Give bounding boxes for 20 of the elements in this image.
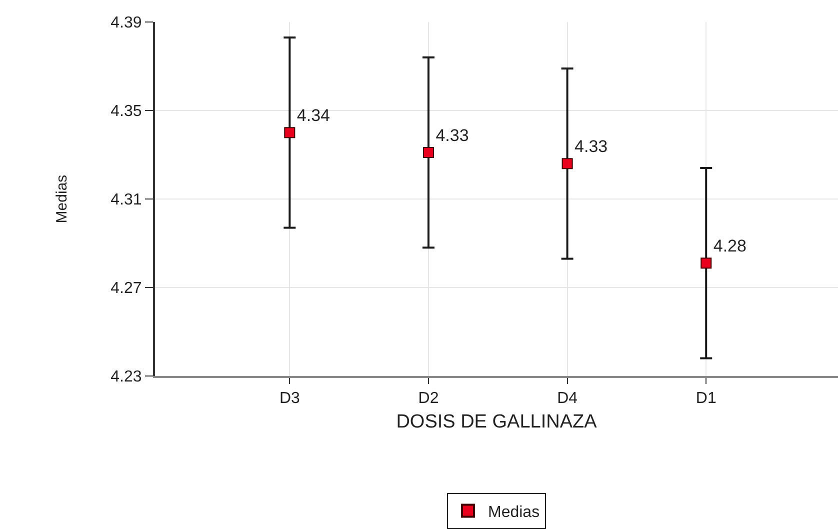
y-tick-label: 4.23: [110, 368, 142, 386]
legend-label: Medias: [488, 504, 540, 521]
x-tick-label: D4: [557, 390, 578, 408]
y-tick-label: 4.27: [110, 280, 142, 298]
point: [284, 127, 296, 138]
data-label: 4.28: [713, 236, 746, 256]
y-axis-title: Medias: [53, 174, 70, 224]
y-tick-label: 4.39: [110, 14, 142, 32]
y-tick-label: 4.31: [110, 192, 142, 209]
data-label: 4.34: [296, 106, 330, 126]
x-axis-title: DOSIS DE GALLINAZA: [396, 412, 598, 432]
data-label: 4.33: [574, 137, 608, 156]
point: [562, 158, 573, 170]
x-tick-label: D3: [279, 390, 300, 408]
data-label: 4.33: [436, 126, 469, 146]
x-tick-label: D1: [696, 390, 716, 408]
x-tick-label: D2: [418, 390, 439, 408]
point: [700, 258, 712, 269]
point: [422, 147, 434, 158]
y-tick-label: 4.35: [110, 103, 142, 120]
